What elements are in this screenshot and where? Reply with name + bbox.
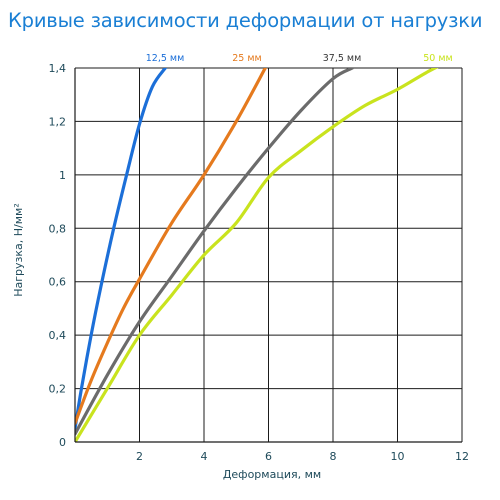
series-line-1 (75, 68, 167, 431)
x-tick-label: 10 (391, 450, 405, 463)
y-tick-label: 0,4 (49, 329, 67, 342)
y-tick-label: 0,2 (49, 383, 67, 396)
axes (74, 68, 462, 443)
y-tick-label: 0 (59, 436, 66, 449)
x-tick-label: 8 (330, 450, 337, 463)
x-tick-label: 6 (265, 450, 272, 463)
legend-label-4: 50 мм (423, 53, 452, 64)
x-tick-label: 2 (136, 450, 143, 463)
tick-labels: 2 4 6 8 10 12 0 0,2 0,4 0,6 0,8 1 1,2 1,4 (49, 62, 470, 463)
y-tick-label: 0,8 (49, 222, 67, 235)
legend-label-3: 37,5 мм (323, 53, 362, 64)
x-tick-label: 4 (201, 450, 208, 463)
y-tick-label: 1,4 (49, 62, 67, 75)
x-axis-label: Деформация, мм (223, 468, 321, 481)
y-tick-label: 0,6 (49, 276, 67, 289)
series-line-3 (75, 68, 354, 436)
legend-label-2: 25 мм (232, 53, 261, 64)
chart-title: Кривые зависимости деформации от нагрузк… (8, 9, 483, 32)
y-axis-label: Нагрузка, Н/мм² (12, 203, 25, 297)
y-tick-label: 1 (59, 169, 66, 182)
series-lines (75, 68, 439, 442)
x-tick-label: 12 (455, 450, 469, 463)
y-tick-label: 1,2 (49, 115, 67, 128)
legend-label-1: 12,5 мм (146, 53, 185, 64)
grid-lines (75, 67, 463, 442)
series-line-2 (75, 68, 267, 425)
series-line-4 (75, 68, 439, 442)
legend: 12,5 мм 25 мм 37,5 мм 50 мм (146, 53, 453, 64)
